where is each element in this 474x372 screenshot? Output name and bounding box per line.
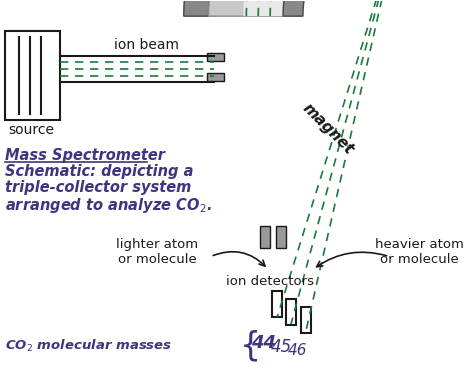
Bar [207, 53, 225, 61]
Polygon shape [243, 0, 417, 16]
Polygon shape [283, 0, 417, 16]
Bar [301, 307, 311, 333]
Polygon shape [209, 0, 417, 16]
Bar [5, 31, 60, 121]
Bar [276, 226, 286, 248]
Text: lighter atom
or molecule: lighter atom or molecule [116, 238, 198, 266]
Text: Schematic: depicting a: Schematic: depicting a [5, 164, 193, 179]
Bar [286, 299, 296, 325]
Text: heavier atom
or molecule: heavier atom or molecule [375, 238, 464, 266]
Bar [272, 291, 282, 317]
Text: 44: 44 [251, 334, 276, 352]
Text: Mass Spectrometer: Mass Spectrometer [5, 148, 165, 163]
Text: ion detectors: ion detectors [227, 275, 314, 288]
Text: source: source [9, 124, 55, 137]
Bar [207, 73, 225, 81]
Text: magnet: magnet [299, 100, 356, 157]
Polygon shape [184, 0, 417, 16]
Text: ion beam: ion beam [115, 38, 180, 52]
Text: 45: 45 [271, 338, 292, 356]
Bar [260, 226, 270, 248]
Text: {: { [240, 330, 261, 363]
Text: CO$_2$ molecular masses: CO$_2$ molecular masses [5, 338, 172, 354]
Text: triple-collector system: triple-collector system [5, 180, 191, 195]
Text: 46: 46 [288, 343, 308, 358]
Text: arranged to analyze CO$_2$.: arranged to analyze CO$_2$. [5, 196, 212, 215]
